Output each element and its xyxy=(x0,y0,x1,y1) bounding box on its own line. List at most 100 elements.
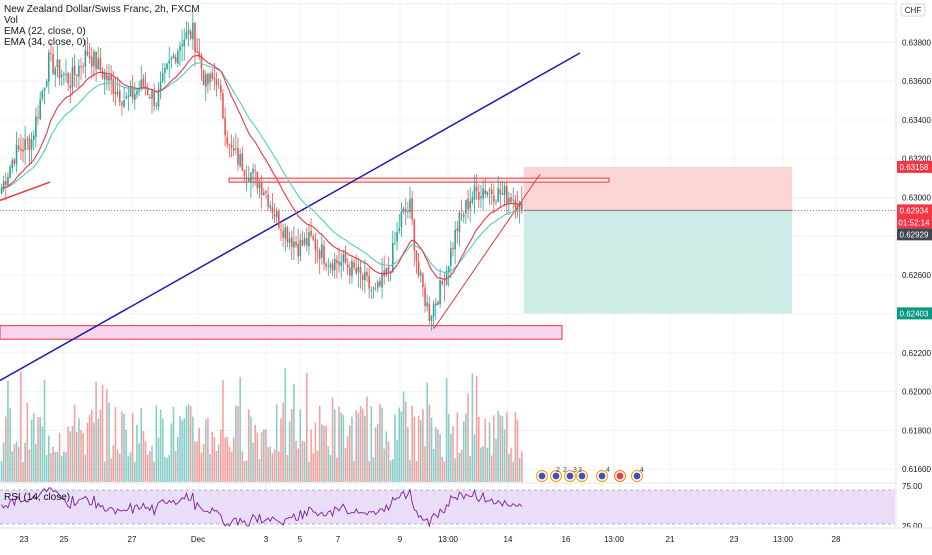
vol-indicator-label[interactable]: Vol xyxy=(4,15,18,26)
candle xyxy=(45,79,48,88)
volume-bar xyxy=(146,454,149,482)
candle-body xyxy=(299,239,302,256)
secondary-price-badge-box xyxy=(897,228,932,241)
candle xyxy=(211,68,213,82)
candle xyxy=(267,186,269,211)
volume-bar xyxy=(432,448,435,482)
candle xyxy=(441,279,444,286)
volume-bar xyxy=(299,409,302,482)
volume-bar xyxy=(93,422,95,482)
candle xyxy=(409,186,411,219)
candle xyxy=(241,146,244,171)
candle xyxy=(20,134,22,161)
volume-bar xyxy=(254,424,256,482)
candle xyxy=(484,178,487,199)
volume-bar xyxy=(364,415,366,482)
volume-bar xyxy=(503,429,506,482)
candle xyxy=(340,252,342,279)
volume-bar xyxy=(478,416,480,482)
volume-bars xyxy=(0,368,523,482)
candle-body xyxy=(361,275,364,280)
volume-bar xyxy=(458,452,461,482)
candle-body xyxy=(439,279,441,305)
current-price-badge-box xyxy=(897,204,932,229)
candle xyxy=(43,87,46,105)
candle-body xyxy=(129,86,132,97)
volume-bar xyxy=(293,383,295,482)
candle-body xyxy=(97,58,100,70)
volume-bar xyxy=(239,377,241,482)
volume-bar xyxy=(411,405,413,482)
rsi-indicator-label[interactable]: RSI (14, close) xyxy=(4,492,71,503)
candle xyxy=(91,46,93,79)
volume-bar xyxy=(499,415,502,482)
candle-body xyxy=(327,266,330,268)
candle xyxy=(204,71,207,102)
candle xyxy=(35,107,37,148)
volume-bar xyxy=(486,447,489,482)
candle xyxy=(288,231,291,250)
volume-bar xyxy=(355,410,358,482)
volume-bar xyxy=(228,446,231,482)
candle xyxy=(52,46,54,76)
volume-bar xyxy=(207,417,209,482)
volume-bar xyxy=(336,457,338,482)
candle-body xyxy=(424,287,426,306)
candle-body xyxy=(409,199,411,213)
candle xyxy=(123,87,125,109)
candle-body xyxy=(435,303,437,306)
candle-body xyxy=(357,266,360,273)
candle-body xyxy=(15,144,18,164)
event-marker-flag xyxy=(566,472,574,480)
volume-bar xyxy=(260,432,263,482)
time-tick-label: 27 xyxy=(128,535,137,544)
candle-body xyxy=(213,77,216,80)
candle-body xyxy=(497,187,499,202)
candle xyxy=(495,199,497,206)
candle-body xyxy=(260,183,263,195)
volume-bar xyxy=(437,429,439,482)
ema22-indicator-label[interactable]: EMA (22, close, 0) xyxy=(4,26,86,37)
short-trendline-left xyxy=(0,181,51,202)
candle-body xyxy=(402,208,405,212)
candle xyxy=(5,172,7,201)
volume-bar xyxy=(63,451,65,482)
candle-body xyxy=(430,315,433,321)
candle-body xyxy=(288,238,291,243)
volume-bar xyxy=(17,447,20,482)
volume-bar xyxy=(247,409,250,482)
candle-body xyxy=(467,198,469,210)
candle-body xyxy=(39,99,41,119)
volume-bar xyxy=(172,406,175,482)
candle xyxy=(247,165,250,183)
symbol-title[interactable]: New Zealand Dollar/Swiss Franc, 2h, FXCM xyxy=(4,4,200,15)
candle-body xyxy=(200,55,203,69)
candle xyxy=(258,178,261,199)
candle-body xyxy=(493,195,495,202)
candle xyxy=(400,202,403,237)
candle xyxy=(237,137,239,172)
candle-body xyxy=(473,185,476,200)
candle-body xyxy=(376,281,379,288)
ema34-indicator-label[interactable]: EMA (34, close, 0) xyxy=(4,37,86,48)
candle-body xyxy=(333,258,336,270)
candle-body xyxy=(189,31,192,39)
candle-body xyxy=(0,188,3,194)
volume-bar xyxy=(443,461,446,482)
candle xyxy=(159,71,162,100)
candle-body xyxy=(282,231,284,238)
secondary-price-badge-label: 0.62929 xyxy=(900,230,929,239)
volume-bar xyxy=(226,436,229,482)
volume-bar xyxy=(140,407,143,482)
candle xyxy=(215,72,218,97)
candle xyxy=(361,272,364,291)
volume-bar xyxy=(323,425,325,482)
candle-body xyxy=(146,88,149,96)
candle-body xyxy=(67,73,69,84)
candle-body xyxy=(123,99,125,107)
candle xyxy=(224,107,226,147)
candle-body xyxy=(325,263,327,267)
volume-bar xyxy=(340,412,342,482)
